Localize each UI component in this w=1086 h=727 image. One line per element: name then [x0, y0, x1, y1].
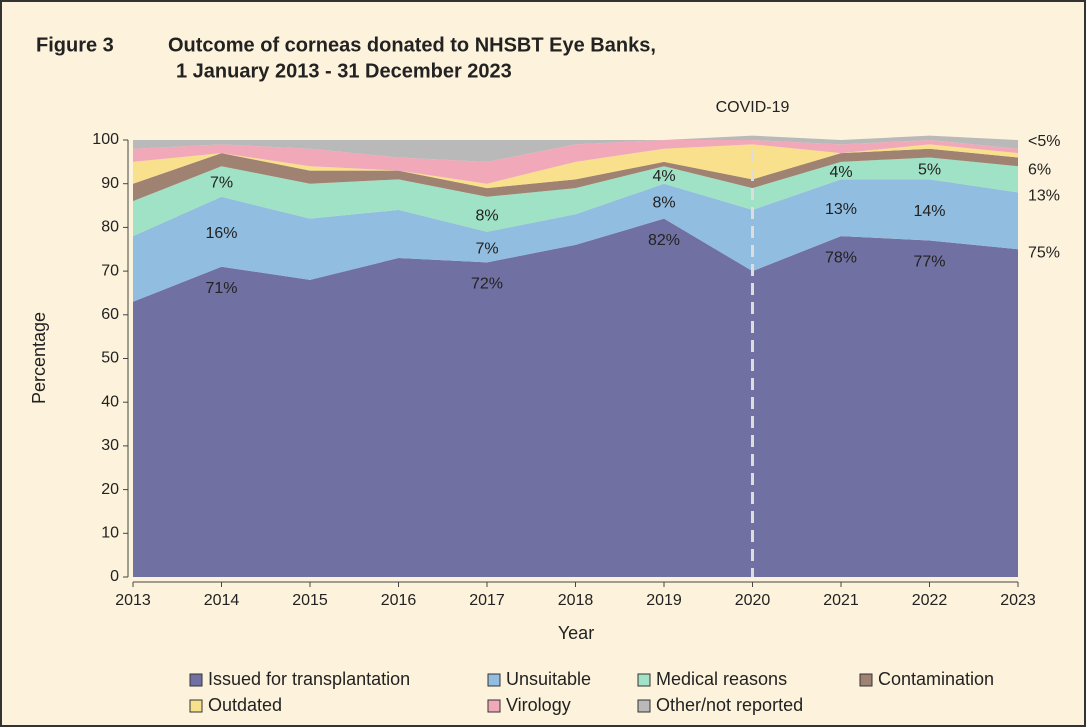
data-label: 7% — [210, 175, 233, 192]
x-tick-label: 2017 — [469, 592, 505, 609]
x-tick-label: 2016 — [381, 592, 417, 609]
y-tick-label: 70 — [101, 262, 119, 279]
figure-label: Figure 3 — [36, 34, 114, 56]
y-tick-label: 80 — [101, 219, 119, 236]
data-label: 7% — [475, 240, 498, 257]
area — [133, 148, 1018, 202]
legend-label: Unsuitable — [506, 669, 591, 689]
x-tick-label: 2021 — [823, 592, 859, 609]
legend-swatch — [487, 673, 501, 687]
x-tick-label: 2013 — [115, 592, 151, 609]
y-tick-label: 50 — [101, 350, 119, 367]
legend-swatch — [859, 673, 873, 687]
area — [133, 179, 1018, 302]
area — [133, 140, 1018, 184]
data-label: 8% — [475, 208, 498, 225]
legend-label: Virology — [506, 695, 571, 715]
legend-label: Issued for transplantation — [208, 669, 410, 689]
area — [133, 135, 1018, 162]
data-label: 8% — [652, 194, 675, 211]
data-label: 75% — [1028, 244, 1060, 261]
chart-title: 1 January 2013 - 31 December 2023 — [176, 60, 512, 82]
x-tick-label: 2018 — [558, 592, 594, 609]
x-tick-label: 2020 — [735, 592, 771, 609]
y-tick-label: 60 — [101, 306, 119, 323]
data-label: 14% — [913, 203, 945, 220]
data-label: 77% — [913, 254, 945, 271]
data-label: 72% — [471, 276, 503, 293]
area — [133, 144, 1018, 189]
area — [133, 157, 1018, 237]
y-tick-label: 100 — [92, 131, 119, 148]
annotation: <5% — [1028, 133, 1060, 150]
x-tick-label: 2015 — [292, 592, 328, 609]
x-axis-title: Year — [558, 623, 594, 643]
data-label: 82% — [648, 232, 680, 249]
data-label: 4% — [652, 168, 675, 185]
data-label: 4% — [829, 164, 852, 181]
legend-swatch — [487, 699, 501, 713]
legend-swatch — [189, 699, 203, 713]
x-tick-label: 2019 — [646, 592, 682, 609]
y-tick-label: 20 — [101, 481, 119, 498]
legend-swatch — [637, 699, 651, 713]
y-tick-label: 30 — [101, 437, 119, 454]
y-tick-label: 40 — [101, 393, 119, 410]
data-label: 13% — [825, 201, 857, 218]
data-label: 5% — [918, 162, 941, 179]
legend-label: Outdated — [208, 695, 282, 715]
y-axis-title: Percentage — [29, 312, 49, 404]
area — [133, 218, 1018, 577]
data-label: 78% — [825, 249, 857, 266]
annotation: COVID-19 — [716, 99, 790, 116]
legend-swatch — [189, 673, 203, 687]
x-tick-label: 2014 — [204, 592, 240, 609]
chart-title: Outcome of corneas donated to NHSBT Eye … — [168, 34, 656, 56]
x-tick-label: 2023 — [1000, 592, 1036, 609]
data-label: 71% — [205, 280, 237, 297]
x-tick-label: 2022 — [912, 592, 948, 609]
legend-swatch — [637, 673, 651, 687]
y-tick-label: 90 — [101, 175, 119, 192]
legend-label: Medical reasons — [656, 669, 787, 689]
data-label: 13% — [1028, 188, 1060, 205]
y-tick-label: 10 — [101, 525, 119, 542]
data-label: 6% — [1028, 161, 1051, 178]
legend-label: Other/not reported — [656, 695, 803, 715]
data-label: 16% — [205, 225, 237, 242]
legend-label: Contamination — [878, 669, 994, 689]
y-tick-label: 0 — [110, 568, 119, 585]
